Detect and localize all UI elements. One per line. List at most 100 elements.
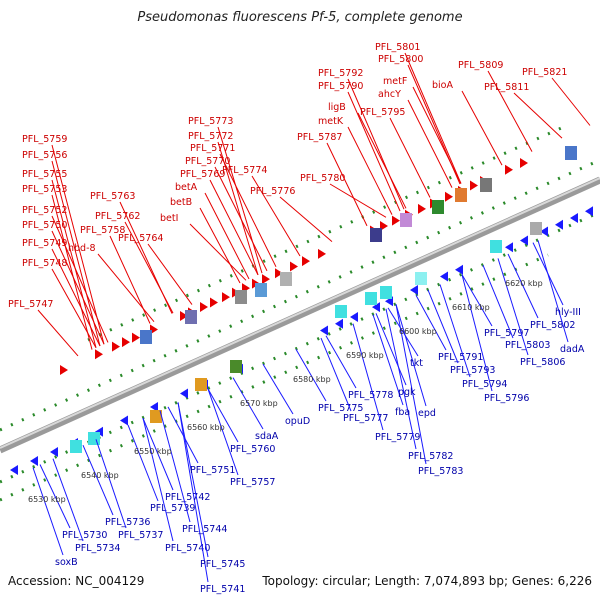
reverse-gene-arrow <box>120 415 128 426</box>
top-gene-label: PFL_5821 <box>522 67 567 78</box>
kbp-label: 6610 kbp <box>452 303 490 312</box>
top-gene-label: betB <box>170 197 192 208</box>
top-gene-label: PFL_5770 <box>185 156 230 167</box>
bottom-label-connector <box>372 314 404 406</box>
top-label-connector <box>217 141 259 276</box>
bottom-gene-label: PFL_5740 <box>165 543 210 554</box>
top-label-connector <box>347 78 405 210</box>
forward-gene-block <box>480 178 492 192</box>
top-gene-label: PFL_5801 <box>375 42 420 53</box>
reverse-genes <box>10 206 593 475</box>
bottom-gene-label: pgk <box>398 387 416 398</box>
top-label-connector <box>326 142 368 227</box>
top-gene-label: PFL_5787 <box>297 132 342 143</box>
top-gene-label: PFL_5809 <box>458 60 503 71</box>
bottom-gene-label: soxB <box>55 557 78 568</box>
forward-gene-arrow <box>222 292 230 303</box>
bottom-label-connector <box>482 264 514 339</box>
top-gene-label: PFL_5750 <box>22 220 67 231</box>
reverse-gene-arrow <box>150 402 158 412</box>
bottom-label-connector <box>127 424 159 502</box>
bottom-label-connector <box>52 458 84 542</box>
top-gene-label: PFL_5762 <box>95 211 140 222</box>
forward-gene-block <box>455 188 467 202</box>
top-gene-label: betA <box>175 182 198 193</box>
bottom-label-connector <box>395 304 427 465</box>
top-label-connector <box>404 52 462 184</box>
forward-gene-block <box>185 310 197 324</box>
top-gene-label: metK <box>318 116 344 127</box>
kbp-label: 6570 kbp <box>240 399 278 408</box>
top-label-connector <box>407 64 461 185</box>
bottom-label-connector <box>537 240 569 343</box>
top-labels: PFL_5747 PFL_5748 PFL_5749 PFL_5750 PFL_5752… <box>8 42 591 357</box>
top-gene-label: PFL_5795 <box>360 107 405 118</box>
top-gene-label: ligB <box>328 102 346 113</box>
reverse-gene-block <box>150 410 162 423</box>
forward-gene-block <box>565 146 577 160</box>
bottom-gene-label: PFL_5779 <box>375 432 420 443</box>
top-gene-label: PFL_5800 <box>378 54 423 65</box>
bottom-label-connector <box>507 253 539 319</box>
top-gene-label: PFL_5748 <box>22 258 67 269</box>
reverse-gene-arrow <box>520 235 528 246</box>
reverse-gene-arrow <box>410 285 418 295</box>
top-label-connector <box>189 223 247 281</box>
forward-gene-arrow <box>290 261 298 272</box>
reverse-gene-block <box>335 305 347 318</box>
bottom-label-connector <box>415 295 447 351</box>
forward-gene-arrow <box>418 203 426 214</box>
reverse-gene-arrow <box>350 312 358 322</box>
bottom-gene-label: tkt <box>410 358 423 369</box>
top-gene-label: PFL_5771 <box>190 143 235 154</box>
genome-backbone <box>0 176 600 454</box>
top-gene-label: PFL_5811 <box>484 82 529 93</box>
bottom-gene-label: sdaA <box>255 431 279 442</box>
top-gene-label: PFL_5792 <box>318 68 363 79</box>
bottom-label-connector <box>177 402 209 583</box>
top-label-connector <box>51 230 105 345</box>
outer-reverse-boundary <box>0 253 549 502</box>
top-gene-label: PFL_5764 <box>118 233 163 244</box>
top-label-connector <box>329 183 387 218</box>
bottom-gene-label: PFL_5734 <box>75 543 120 554</box>
top-label-connector <box>251 175 301 257</box>
accession-text: Accession: NC_004129 <box>8 574 145 588</box>
top-label-connector <box>204 192 250 280</box>
bottom-gene-label: PFL_5742 <box>165 492 210 503</box>
forward-gene-arrow <box>275 268 283 279</box>
kbp-label: 6600 kbp <box>399 327 437 336</box>
forward-genes <box>60 146 577 375</box>
reverse-gene-arrow <box>505 242 513 253</box>
top-gene-label: PFL_5763 <box>90 191 135 202</box>
reverse-gene-block <box>415 272 427 285</box>
top-label-connector <box>487 70 533 152</box>
forward-gene-arrow <box>132 332 140 343</box>
forward-gene-arrow <box>392 215 400 226</box>
reverse-gene-arrow <box>50 447 58 457</box>
bottom-label-connector <box>177 402 209 558</box>
kbp-label: 6560 kbp <box>187 423 225 432</box>
bottom-label-connector <box>207 388 239 476</box>
bottom-labels: soxBPFL_5730PFL_5734PFL_5736PFL_5737PFL_… <box>32 240 585 595</box>
bottom-gene-label: PFL_5782 <box>408 451 453 462</box>
top-label-connector <box>51 194 93 350</box>
bottom-label-connector <box>461 274 493 327</box>
reverse-gene-block <box>490 240 502 253</box>
forward-gene-arrow <box>112 341 120 352</box>
reverse-gene-arrow <box>455 264 463 275</box>
topology-text: Topology: circular; Length: 7,074,893 bp… <box>262 574 592 588</box>
bottom-label-connector <box>207 388 239 443</box>
top-label-connector <box>407 99 453 188</box>
forward-gene-block <box>140 330 152 344</box>
bottom-label-connector <box>159 410 191 523</box>
bottom-label-connector <box>295 349 327 402</box>
reverse-gene-arrow <box>10 465 18 475</box>
bottom-gene-label: PFL_5796 <box>484 393 529 404</box>
forward-gene-arrow <box>95 349 103 360</box>
top-label-connector <box>51 248 101 347</box>
top-label-connector <box>389 117 431 198</box>
bottom-gene-label: fba <box>395 407 410 418</box>
bottom-gene-label: PFL_5802 <box>530 320 575 331</box>
top-label-connector <box>37 309 79 357</box>
